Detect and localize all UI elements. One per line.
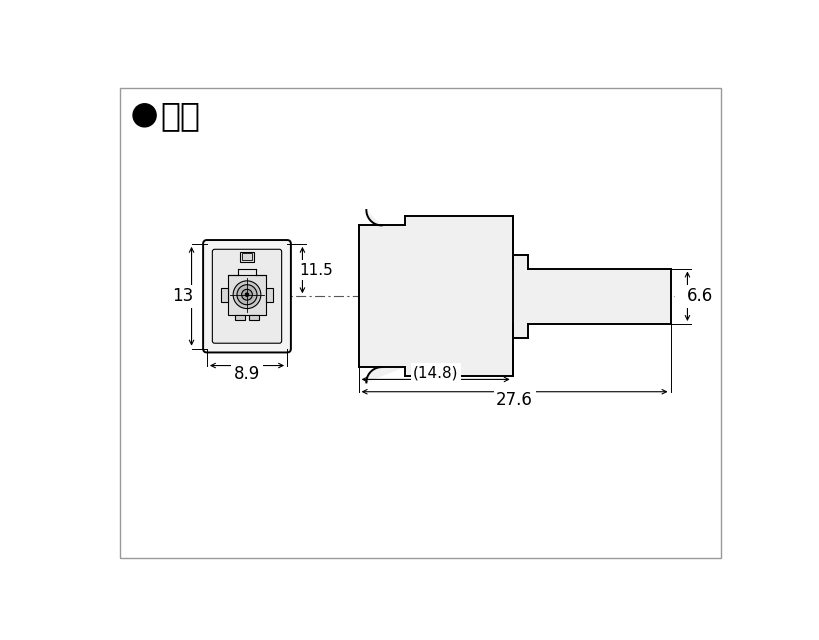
Bar xyxy=(266,288,273,301)
Bar xyxy=(240,252,254,262)
Bar xyxy=(235,315,244,320)
Bar xyxy=(242,253,251,260)
Text: 8.9: 8.9 xyxy=(233,365,260,383)
Text: (14.8): (14.8) xyxy=(413,365,458,381)
Circle shape xyxy=(133,104,156,127)
FancyBboxPatch shape xyxy=(203,240,291,353)
Bar xyxy=(228,275,266,315)
Bar xyxy=(220,288,228,301)
Text: 6.6: 6.6 xyxy=(686,287,712,305)
Polygon shape xyxy=(512,255,670,338)
Circle shape xyxy=(237,285,256,305)
Text: 11.5: 11.5 xyxy=(299,262,333,278)
Circle shape xyxy=(242,289,252,300)
Text: 27.6: 27.6 xyxy=(495,391,532,409)
FancyBboxPatch shape xyxy=(212,249,281,343)
Text: 寸法: 寸法 xyxy=(160,99,200,132)
Text: 13: 13 xyxy=(171,287,192,305)
Circle shape xyxy=(233,281,260,308)
Polygon shape xyxy=(358,210,512,383)
Bar xyxy=(249,315,258,320)
Circle shape xyxy=(245,292,249,296)
